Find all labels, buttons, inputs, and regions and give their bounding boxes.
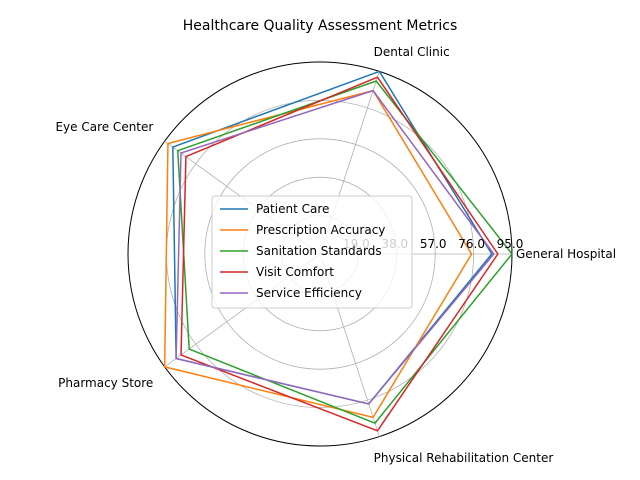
legend: Patient Care Prescription Accuracy Sanitat… (211, 195, 413, 309)
r-tick-label: 76.0 (458, 237, 485, 251)
legend-label: Patient Care (256, 202, 329, 216)
series-line (180, 76, 499, 432)
legend-label: Sanitation Standards (256, 244, 382, 258)
legend-label: Visit Comfort (256, 265, 334, 279)
category-label: General Hospital (516, 247, 616, 261)
category-label: Pharmacy Store (58, 376, 153, 390)
series-line (175, 89, 495, 405)
category-label: Physical Rehabilitation Center (374, 451, 554, 465)
r-tick-label: 95.0 (497, 237, 524, 251)
category-label: Eye Care Center (55, 120, 153, 134)
legend-label: Service Efficiency (256, 286, 362, 300)
legend-label: Prescription Accuracy (256, 223, 385, 237)
category-label: Dental Clinic (374, 45, 450, 59)
r-tick-label: 57.0 (420, 237, 447, 251)
legend-box (211, 195, 413, 309)
series-line (163, 89, 473, 419)
chart-title: Healthcare Quality Assessment Metrics (183, 18, 457, 34)
series-lines (163, 70, 513, 432)
